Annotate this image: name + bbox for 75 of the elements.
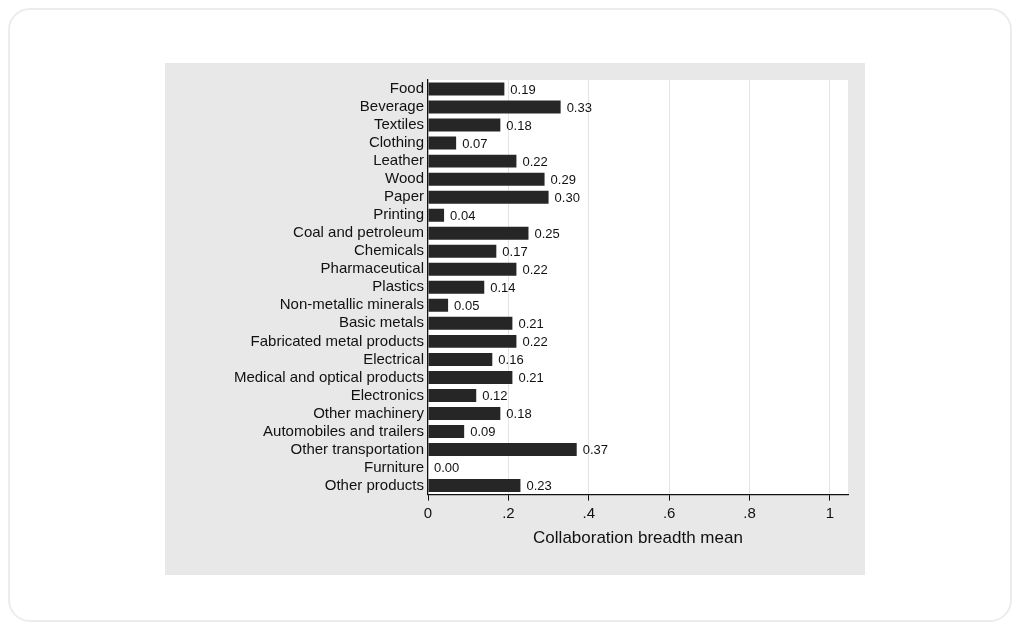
y-tick-label: Textiles: [373, 115, 424, 133]
y-tick-label: Clothing: [368, 133, 424, 151]
x-tick-label: 1: [825, 503, 835, 521]
data-label: 0.17: [502, 243, 528, 259]
bar: [428, 425, 465, 438]
bar: [428, 334, 517, 348]
bar: [428, 280, 485, 294]
y-tick-label: Basic metals: [338, 313, 424, 331]
bar: [428, 154, 517, 168]
x-tick-label: 0: [423, 503, 433, 521]
data-label: 0.25: [534, 225, 560, 241]
data-label: 0.33: [566, 99, 592, 115]
y-tick-label: Wood: [385, 169, 424, 187]
y-tick-label: Printing: [373, 205, 424, 223]
data-label: 0.18: [506, 117, 532, 133]
data-label: 0.19: [510, 81, 536, 97]
bar: [428, 190, 549, 204]
data-label: 0.05: [454, 297, 480, 313]
y-tick-label: Beverage: [359, 97, 424, 115]
x-tick-label: .6: [662, 503, 676, 521]
bar: [428, 298, 449, 312]
data-label: 0.07: [462, 135, 488, 151]
y-tick-label: Furniture: [363, 457, 424, 475]
y-tick-label: Other transportation: [290, 439, 424, 457]
x-tick-label: .4: [582, 503, 596, 521]
bar: [428, 443, 577, 457]
y-tick-label: Chemicals: [353, 241, 424, 259]
bar: [428, 172, 545, 186]
x-axis-title: Collaboration breadth mean: [533, 528, 743, 548]
data-label: 0.12: [482, 388, 508, 404]
y-tick-label: Other machinery: [313, 403, 425, 421]
y-tick-label: Paper: [383, 187, 424, 205]
bar: [428, 262, 517, 276]
data-label: 0.16: [498, 351, 524, 367]
data-label: 0.37: [582, 442, 609, 458]
y-tick-label: Electronics: [350, 385, 424, 403]
data-label: 0.23: [526, 478, 552, 494]
data-label: 0.21: [518, 370, 544, 386]
x-tick-label: .2: [502, 503, 515, 521]
y-tick-label: Non-metallic minerals: [279, 295, 424, 313]
y-tick-label: Pharmaceutical: [320, 259, 424, 277]
bar: [428, 244, 497, 258]
bar: [428, 136, 457, 150]
y-tick-label: Plastics: [372, 277, 424, 295]
data-label: 0.30: [554, 189, 580, 205]
data-label: 0.04: [450, 207, 476, 223]
bar: [428, 226, 529, 240]
data-label: 0.29: [550, 171, 576, 187]
y-tick-label: Food: [389, 79, 424, 97]
bar: [428, 352, 493, 366]
data-label: 0.22: [522, 333, 548, 349]
data-label: 0.14: [490, 279, 516, 295]
data-label: 0.18: [506, 406, 532, 422]
data-label: 0.00: [434, 460, 460, 476]
bar: [428, 316, 513, 330]
y-tick-label: Medical and optical products: [233, 367, 424, 385]
y-tick-label: Fabricated metal products: [250, 331, 424, 349]
bar: [428, 479, 521, 493]
y-tick-label: Other products: [324, 475, 424, 493]
bar: [428, 406, 501, 420]
bar: [428, 100, 561, 114]
y-tick-label: Leather: [373, 151, 424, 169]
bar: [428, 208, 445, 222]
data-label: 0.09: [470, 424, 496, 440]
data-label: 0.22: [522, 153, 548, 169]
y-tick-label: Automobiles and trailers: [263, 421, 424, 439]
data-label: 0.22: [522, 261, 548, 277]
y-tick-label: Coal and petroleum: [293, 223, 424, 241]
x-tick-label: .8: [743, 503, 756, 521]
bar: [428, 370, 513, 384]
y-tick-label: Electrical: [363, 349, 424, 367]
data-label: 0.21: [518, 315, 544, 331]
bar: [428, 118, 501, 132]
bar: [428, 82, 505, 96]
bar: [428, 388, 477, 402]
